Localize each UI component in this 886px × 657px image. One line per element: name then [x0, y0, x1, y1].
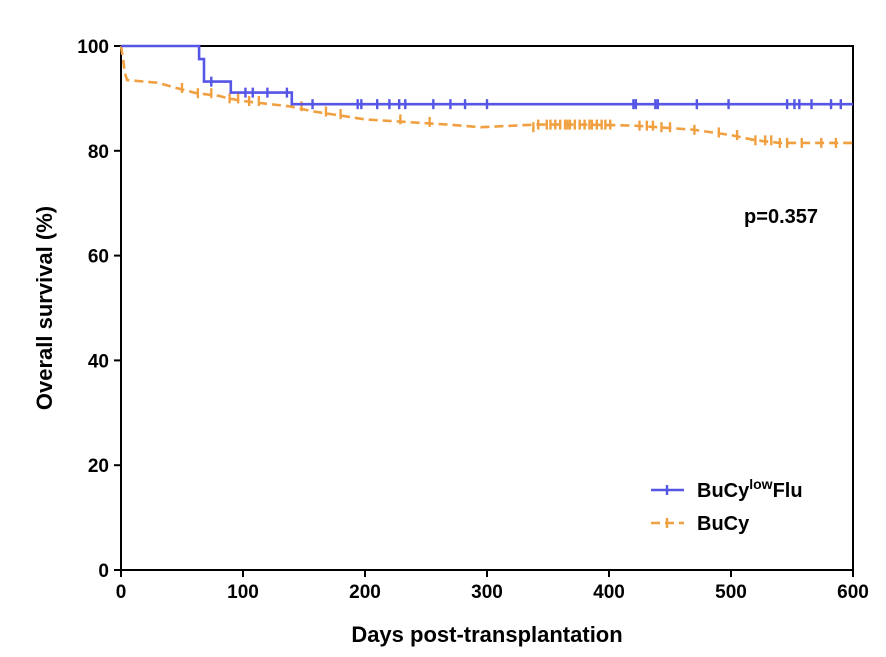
series-0	[121, 44, 853, 110]
x-tick-label: 400	[593, 582, 625, 603]
x-tick-label: 300	[471, 582, 503, 603]
y-tick-label: 80	[88, 142, 109, 163]
y-tick-label: 40	[88, 351, 109, 372]
x-tick-label: 500	[715, 582, 747, 603]
x-tick-label: 600	[837, 582, 869, 603]
y-tick-label: 0	[98, 561, 109, 582]
survival-curve	[121, 44, 853, 106]
legend-label: BuCylowFlu	[697, 476, 803, 502]
y-axis-title: Overall survival (%)	[32, 206, 57, 410]
series-layer	[119, 44, 853, 148]
y-tick-label: 100	[77, 37, 109, 58]
x-tick-label: 0	[116, 582, 127, 603]
legend-label: BuCy	[697, 513, 750, 535]
survival-curve	[119, 45, 853, 145]
y-tick-label: 20	[88, 456, 109, 477]
axes: 0 100 200 300 400 500 600 0 20 40 60 80 100	[77, 37, 869, 603]
series-1	[119, 45, 853, 148]
legend: BuCylowFlu BuCy	[651, 476, 803, 535]
x-tick-label: 100	[227, 582, 259, 603]
legend-item-0: BuCylowFlu	[651, 476, 803, 502]
p-value-annotation: p=0.357	[744, 206, 818, 228]
legend-item-1: BuCy	[651, 513, 750, 535]
x-axis-title: Days post-transplantation	[351, 622, 622, 647]
x-tick-label: 200	[349, 582, 381, 603]
y-tick-label: 60	[88, 247, 109, 268]
